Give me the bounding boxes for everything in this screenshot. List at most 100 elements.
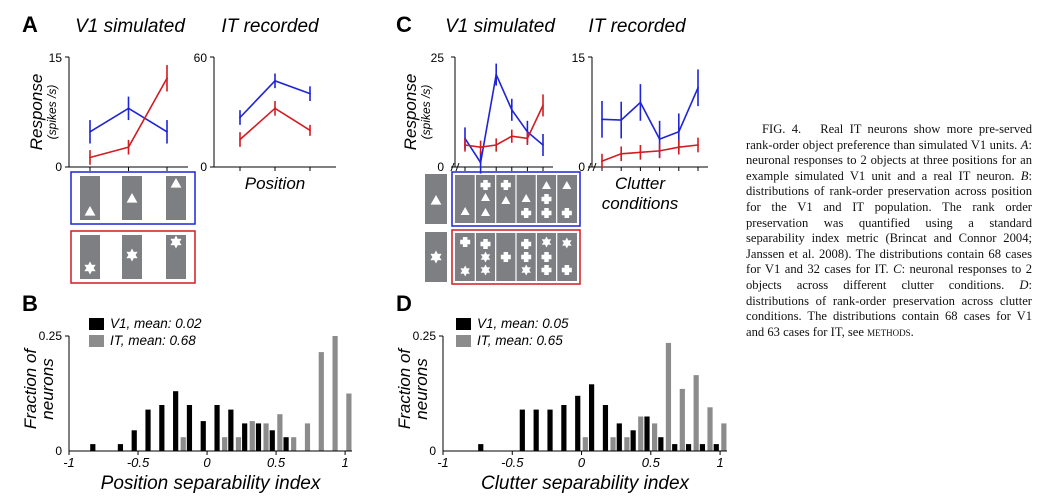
bar-gray <box>679 388 685 451</box>
cross-shape <box>561 265 572 275</box>
star-shape <box>541 236 552 248</box>
caption-ref-b: B <box>1020 168 1029 183</box>
y-tick-label: 0 <box>200 160 207 174</box>
star-shape <box>480 251 491 263</box>
data-point-blue <box>309 92 311 95</box>
x-tick-label: 0.5 <box>267 455 286 470</box>
legend-label: V1, mean: 0.02 <box>110 316 202 331</box>
bar-gray <box>277 414 283 451</box>
data-point-red <box>526 137 529 140</box>
data-point-red <box>542 104 544 107</box>
ylabel-d-line2: neurons <box>412 358 431 420</box>
triangle-shape <box>460 207 470 215</box>
triangle-shape <box>481 208 490 216</box>
star-shape <box>460 265 470 277</box>
legend-swatch-gray <box>89 335 104 347</box>
x-tick-label: -0.5 <box>127 455 150 470</box>
bar-black <box>90 444 96 451</box>
triangle-shape <box>481 193 490 201</box>
legend-swatch-gray <box>456 335 471 347</box>
data-point-red <box>274 107 276 110</box>
cross-shape <box>521 239 532 249</box>
ylabel-c-line1: Response <box>401 74 420 151</box>
cross-shape <box>541 252 552 262</box>
y-tick-label: 0 <box>429 444 436 458</box>
cross-shape <box>521 252 532 262</box>
caption-text-1: Real IT neurons show more pre-served ran… <box>746 122 1032 152</box>
star-shape <box>430 250 442 264</box>
triangle-shape <box>562 181 572 189</box>
x-tick-label: 0 <box>578 455 586 470</box>
bar-black <box>561 405 567 451</box>
ylabel-c-line2: (spikes /s) <box>419 85 433 140</box>
caption-text-5: : distributions of rank-order preservati… <box>746 277 1032 339</box>
caption-text-4: : neuronal responses to 2 objects across… <box>746 262 1032 292</box>
bar-black <box>117 444 124 451</box>
bar-gray <box>610 437 616 451</box>
title-a-it: IT recorded <box>221 16 320 37</box>
data-point-red <box>464 144 466 146</box>
bar-black <box>478 444 484 451</box>
triangle-shape <box>501 196 511 204</box>
caption-ref-a: A <box>1020 137 1029 152</box>
stimulus-panel-c <box>425 171 581 285</box>
bar-black <box>713 444 719 451</box>
data-point-blue <box>601 118 603 121</box>
bar-gray <box>332 336 338 451</box>
y-tick-label: 0.25 <box>39 329 63 343</box>
cross-shape <box>561 208 572 218</box>
x-tick-label: 1 <box>716 455 723 470</box>
stimulus-frame-red <box>70 230 196 284</box>
bar-black <box>685 444 692 451</box>
y-tick-label: 60 <box>194 51 208 65</box>
bar-gray <box>707 407 713 451</box>
data-point-blue <box>239 116 241 119</box>
cross-shape <box>541 194 552 204</box>
data-point-blue <box>639 101 642 104</box>
series-line-blue <box>601 87 699 141</box>
caption-ref-d: D <box>1019 277 1029 292</box>
stimulus-frame-red <box>451 229 581 285</box>
triangle-shape <box>84 206 96 216</box>
bar-gray <box>693 375 699 451</box>
data-point-blue <box>510 108 513 111</box>
legend-label: IT, mean: 0.68 <box>110 333 196 348</box>
data-point-red <box>639 151 642 154</box>
ylabel-c-response: Response (spikes /s) <box>401 74 433 151</box>
y-tick-label: 25 <box>431 51 445 65</box>
star-shape <box>170 235 182 249</box>
data-point-blue <box>89 130 91 133</box>
stimulus-column <box>80 235 100 279</box>
triangle-shape <box>430 195 442 205</box>
y-tick-label: 15 <box>572 51 586 65</box>
x-tick-label: 1 <box>341 455 348 470</box>
y-tick-label: 15 <box>49 51 63 65</box>
data-point-red <box>166 77 168 80</box>
data-point-red <box>620 152 623 155</box>
caption-text-2: : neuronal responses to 2 objects at thr… <box>746 137 1032 183</box>
ylabel-a-response: Response (spikes /s) <box>27 74 59 151</box>
bar-black <box>159 405 165 451</box>
data-point-blue <box>677 130 680 133</box>
bar-gray <box>249 421 255 451</box>
x-axis-label: Clutter separability index <box>481 473 691 494</box>
star-shape <box>480 264 491 276</box>
bar-black <box>588 384 595 451</box>
bar-black <box>547 409 553 451</box>
data-point-red <box>510 135 513 138</box>
bar-black <box>616 423 622 451</box>
x-tick-label: -0.5 <box>501 455 524 470</box>
ylabel-d-line1: Fraction of <box>395 347 414 430</box>
y-tick-label: 0 <box>437 160 444 174</box>
data-point-red <box>479 146 482 149</box>
caption-ref-c: C <box>893 262 902 277</box>
bar-gray <box>263 423 269 451</box>
bar-black <box>630 430 636 451</box>
figure-canvas: A C B D V1 simulated IT recorded V1 simu… <box>21 12 727 494</box>
ylabel-d-fraction: Fraction of neurons <box>395 347 431 430</box>
xlabel-c-it-line2: conditions <box>602 194 679 213</box>
cross-shape <box>521 208 532 218</box>
bar-black <box>173 391 179 451</box>
bar-black <box>575 395 581 451</box>
data-point-red <box>239 138 241 141</box>
